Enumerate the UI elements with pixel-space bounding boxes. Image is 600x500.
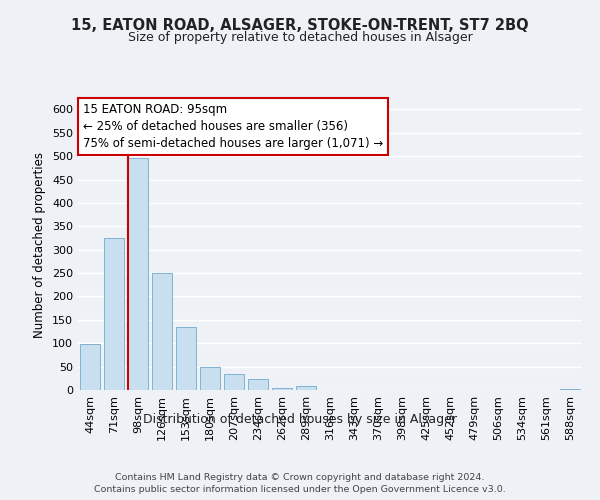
Text: 15 EATON ROAD: 95sqm
← 25% of detached houses are smaller (356)
75% of semi-deta: 15 EATON ROAD: 95sqm ← 25% of detached h… [83,103,383,150]
Bar [128,158,148,390]
Bar [272,388,292,390]
Text: Size of property relative to detached houses in Alsager: Size of property relative to detached ho… [128,31,472,44]
Bar [104,238,124,390]
Bar [200,366,220,390]
Text: Distribution of detached houses by size in Alsager: Distribution of detached houses by size … [143,412,457,426]
Text: Contains HM Land Registry data © Crown copyright and database right 2024.: Contains HM Land Registry data © Crown c… [115,474,485,482]
Bar [248,379,268,390]
Text: 15, EATON ROAD, ALSAGER, STOKE-ON-TRENT, ST7 2BQ: 15, EATON ROAD, ALSAGER, STOKE-ON-TRENT,… [71,18,529,32]
Bar [296,386,316,390]
Y-axis label: Number of detached properties: Number of detached properties [34,152,46,338]
Bar [224,374,244,390]
Bar [152,273,172,390]
Bar [176,327,196,390]
Bar [560,389,580,390]
Bar [80,344,100,390]
Text: Contains public sector information licensed under the Open Government Licence v3: Contains public sector information licen… [94,485,506,494]
